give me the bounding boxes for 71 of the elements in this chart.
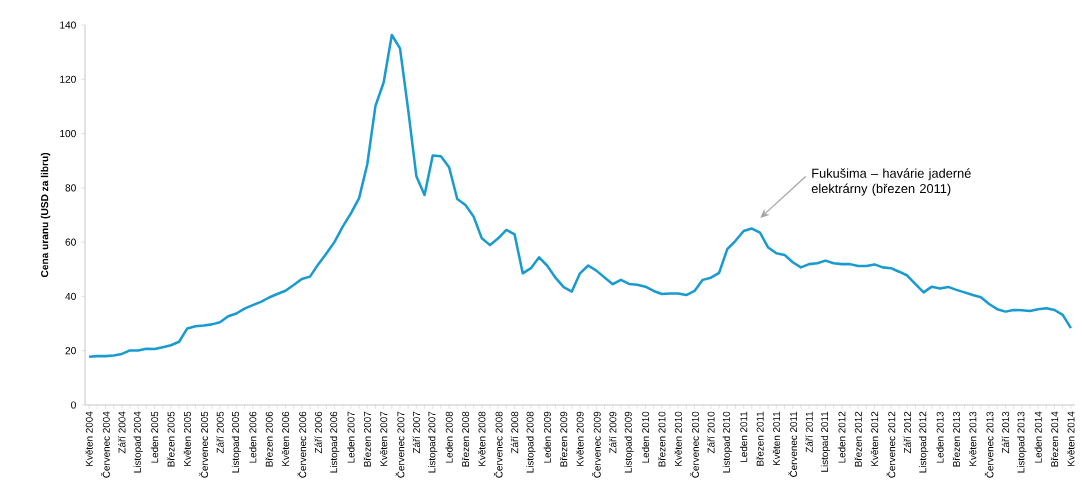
x-tick-label: Červenec 2004 — [101, 411, 110, 478]
x-tick-label: Květen 2009 — [576, 411, 584, 466]
x-tick-label: Leden 2006 — [249, 411, 257, 463]
x-tick-label: Březen 2010 — [658, 411, 666, 467]
x-tick-label: Září 2008 — [510, 411, 519, 454]
x-tick-label: Březen 2013 — [952, 411, 961, 467]
x-tick-label: Červenec 2005 — [199, 411, 209, 478]
x-tick-label: Květen 2005 — [183, 411, 191, 466]
x-tick-label: Březen 2014 — [1050, 411, 1059, 467]
x-tick-label: Květen 2011 — [772, 411, 781, 466]
x-tick-label: Květen 2007 — [379, 411, 388, 466]
x-tick-label: Červenec 2011 — [788, 411, 798, 477]
y-tick-label: 20 — [65, 347, 76, 355]
x-tick-label: Září 2011 — [805, 411, 813, 453]
x-tick-label: Září 2007 — [412, 411, 421, 454]
x-tick-label: Leden 2012 — [838, 411, 846, 463]
x-tick-label: Květen 2006 — [281, 411, 290, 466]
x-tick-label: Březen 2005 — [167, 411, 175, 467]
x-tick-label: Listopad 2010 — [722, 411, 732, 473]
x-tick-label: Leden 2005 — [150, 411, 159, 463]
x-tick-label: Březen 2008 — [461, 411, 470, 467]
x-tick-label: Listopad 2005 — [231, 411, 241, 473]
x-tick-label: Červenec 2012 — [886, 411, 896, 478]
x-tick-label: Září 2004 — [118, 411, 126, 454]
x-tick-label: Květen 2010 — [674, 411, 682, 466]
x-tick-label: Leden 2007 — [347, 411, 355, 463]
y-tick-label: 40 — [65, 292, 76, 301]
x-tick-label: Červenec 2008 — [493, 411, 503, 478]
x-tick-label: Listopad 2013 — [1017, 411, 1027, 473]
y-tick-label: 80 — [65, 184, 76, 192]
x-tick-label: Leden 2011 — [740, 411, 748, 462]
x-tick-label: Březen 2011 — [756, 411, 764, 466]
x-tick-label: Září 2006 — [314, 411, 322, 454]
x-tick-label: Červenec 2010 — [690, 411, 699, 478]
x-tick-label: Březen 2006 — [265, 411, 273, 467]
x-tick-label: Červenec 2007 — [395, 411, 405, 478]
y-axis-title: Cena uranu (USD za libru) — [40, 153, 51, 278]
y-tick-label: 140 — [60, 21, 76, 29]
x-tick-label: Leden 2013 — [936, 411, 944, 463]
x-tick-label: Březen 2012 — [854, 411, 862, 467]
x-tick-label: Leden 2014 — [1034, 411, 1042, 463]
x-tick-label: Září 2012 — [903, 411, 911, 454]
x-tick-label: Leden 2010 — [641, 411, 650, 463]
x-tick-label: Květen 2014 — [1067, 411, 1075, 466]
x-tick-label: Listopad 2011 — [820, 411, 831, 472]
x-tick-label: Listopad 2004 — [133, 411, 143, 473]
x-tick-label: Listopad 2009 — [624, 411, 634, 473]
x-tick-label: Leden 2008 — [445, 411, 453, 463]
x-tick-label: Listopad 2008 — [526, 411, 536, 473]
x-tick-label: Listopad 2007 — [428, 411, 438, 473]
x-tick-label: Květen 2004 — [85, 411, 93, 466]
x-tick-label: Březen 2007 — [363, 411, 371, 467]
x-tick-label: Září 2009 — [609, 411, 617, 454]
x-tick-label: Listopad 2012 — [919, 411, 929, 473]
x-tick-label: Listopad 2006 — [329, 411, 340, 473]
x-tick-label: Červenec 2006 — [297, 411, 307, 478]
y-tick-label: 120 — [60, 75, 76, 83]
x-tick-label: Květen 2008 — [478, 411, 486, 466]
y-tick-label: 100 — [60, 129, 76, 138]
x-tick-label: Září 2010 — [707, 411, 715, 454]
x-tick-label: Červenec 2013 — [984, 411, 994, 478]
x-tick-label: Září 2005 — [216, 411, 224, 454]
x-tick-label: Květen 2012 — [870, 411, 879, 466]
x-tick-label: Květen 2013 — [969, 411, 977, 466]
y-tick-label: 0 — [71, 401, 76, 409]
x-tick-label: Březen 2009 — [559, 411, 568, 467]
x-tick-label: Červenec 2009 — [591, 411, 601, 478]
x-tick-label: Leden 2009 — [543, 411, 551, 463]
annotation: Fukušima – havárie jaderné elektrárny (březen 2011) — [811, 168, 971, 196]
y-tick-label: 60 — [65, 238, 76, 246]
x-tick-label: Září 2013 — [1001, 411, 1010, 454]
